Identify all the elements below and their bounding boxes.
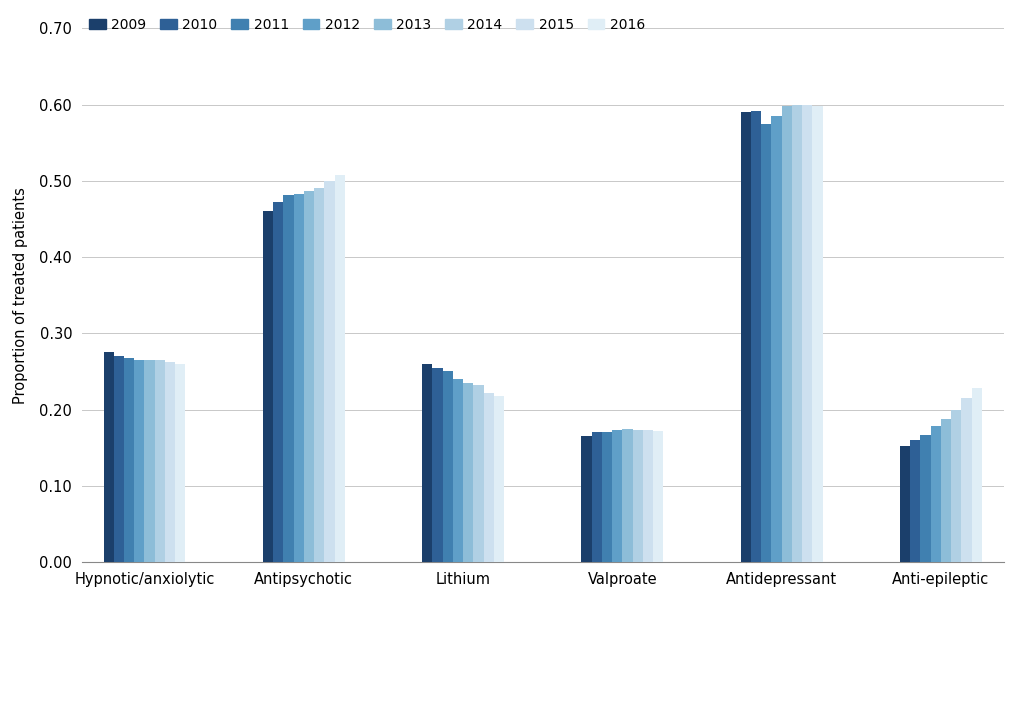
Bar xyxy=(473,385,483,562)
Bar xyxy=(802,105,812,562)
Bar xyxy=(771,116,781,562)
Bar xyxy=(653,431,664,562)
Bar xyxy=(761,124,771,562)
Bar xyxy=(951,409,962,562)
Bar xyxy=(592,433,602,562)
Bar xyxy=(103,352,114,562)
Bar xyxy=(740,112,751,562)
Bar xyxy=(314,188,325,562)
Bar xyxy=(134,360,144,562)
Bar xyxy=(643,430,653,562)
Bar xyxy=(751,110,761,562)
Bar xyxy=(294,194,304,562)
Bar xyxy=(124,358,134,562)
Bar xyxy=(612,430,623,562)
Bar xyxy=(812,106,822,562)
Bar xyxy=(962,398,972,562)
Bar xyxy=(921,435,931,562)
Bar xyxy=(910,440,921,562)
Bar xyxy=(144,360,155,562)
Text: death (if applicable) occurs after the year of interest.: death (if applicable) occurs after the y… xyxy=(12,678,346,691)
Bar xyxy=(483,393,494,562)
Bar xyxy=(175,364,185,562)
Bar xyxy=(494,396,504,562)
Bar xyxy=(463,383,473,562)
Bar xyxy=(165,361,175,562)
Bar xyxy=(582,436,592,562)
Bar xyxy=(972,388,982,562)
Bar xyxy=(273,202,284,562)
Y-axis label: Proportion of treated patients: Proportion of treated patients xyxy=(13,187,29,404)
Bar xyxy=(781,106,792,562)
Text: Trends in the proportion of patients with bipolar disorder treated with each med: Trends in the proportion of patients wit… xyxy=(51,605,921,618)
Bar xyxy=(335,175,345,562)
Text: for each year include patients whose first Scottish Morbidity Record of bipolar : for each year include patients whose fir… xyxy=(12,642,890,655)
Bar xyxy=(792,105,802,562)
Bar xyxy=(453,379,463,562)
Legend: 2009, 2010, 2011, 2012, 2013, 2014, 2015, 2016: 2009, 2010, 2011, 2012, 2013, 2014, 2015… xyxy=(89,18,645,32)
Bar xyxy=(422,364,432,562)
Bar xyxy=(442,371,453,562)
Bar xyxy=(633,430,643,562)
Text: Fig. 1: Fig. 1 xyxy=(12,605,51,618)
Bar xyxy=(263,211,273,562)
Bar xyxy=(155,360,165,562)
Bar xyxy=(432,368,442,562)
Bar xyxy=(114,356,124,562)
Bar xyxy=(325,181,335,562)
Bar xyxy=(284,194,294,562)
Bar xyxy=(900,446,910,562)
Bar xyxy=(602,432,612,562)
Bar xyxy=(304,191,314,562)
Bar xyxy=(931,426,941,562)
Bar xyxy=(941,419,951,562)
Bar xyxy=(623,429,633,562)
